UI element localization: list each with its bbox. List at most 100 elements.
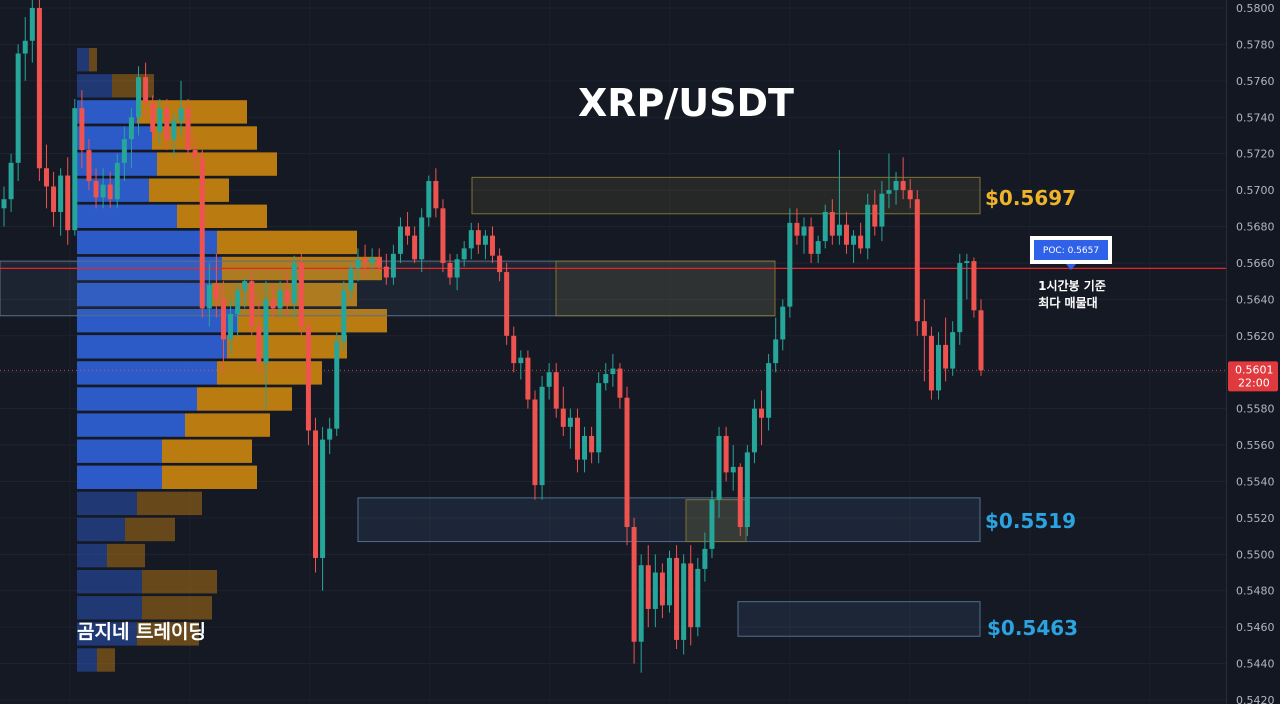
candle-body (383, 266, 389, 278)
candle-body (971, 261, 977, 311)
candle-body (164, 108, 170, 140)
candle-body (440, 208, 446, 263)
volume-profile-buy-bar (77, 413, 185, 437)
y-tick-label: 0.5760 (1236, 75, 1275, 88)
volume-profile-sell-bar (157, 152, 277, 176)
chart-title: XRP/USDT (578, 81, 794, 125)
last-price-tag (1228, 361, 1278, 392)
candle-body (504, 272, 510, 336)
candle-body (546, 372, 552, 387)
candle-body (865, 204, 871, 249)
volume-profile-buy-bar (77, 648, 97, 672)
candle-body (15, 53, 21, 163)
price-axis-panel[interactable] (1226, 0, 1280, 704)
candle-body (957, 262, 963, 333)
volume-profile-buy-bar (77, 543, 107, 568)
volume-profile-sell-bar (97, 648, 115, 672)
candle-body (631, 527, 637, 642)
y-tick-label: 0.5440 (1236, 658, 1275, 671)
candle-body (143, 77, 149, 103)
candle-body (582, 435, 588, 460)
candle-body (369, 257, 375, 263)
candle-body (596, 383, 602, 453)
volume-profile-sell-bar (137, 491, 202, 516)
candle-body (72, 108, 78, 231)
volume-profile-buy-bar (77, 439, 162, 463)
candle-body (815, 241, 821, 254)
candle-body (674, 557, 680, 640)
candle-body (412, 235, 418, 260)
candle-body (220, 299, 226, 340)
candle-body (313, 430, 319, 558)
volume-profile-buy-bar (77, 361, 217, 385)
candle-body (560, 408, 566, 427)
candle-body (539, 386, 545, 486)
candle-body (136, 77, 142, 118)
candle-body (914, 199, 920, 322)
support1-zone (357, 497, 981, 543)
volume-profile-sell-bar (185, 413, 270, 437)
candle-body (574, 417, 580, 460)
candle-body (93, 181, 99, 198)
candle-body (263, 299, 269, 364)
volume-profile-sell-bar (89, 48, 97, 72)
volume-profile-buy-bar (77, 74, 112, 98)
y-tick-label: 0.5520 (1236, 512, 1275, 525)
candle-body (51, 186, 57, 212)
candle-body (589, 435, 595, 453)
candle-body (334, 341, 340, 429)
volume-profile-sell-bar (237, 309, 387, 333)
y-tick-label: 0.5480 (1236, 585, 1275, 598)
candle-body (730, 466, 736, 473)
candle-body (192, 150, 198, 158)
candle-body (305, 326, 311, 431)
candle-body (426, 181, 432, 218)
candle-body (928, 335, 934, 391)
candle-body (751, 408, 757, 453)
candle-body (695, 568, 701, 628)
candle-body (737, 466, 743, 527)
candle-body (79, 108, 85, 151)
candle-body (1, 199, 7, 209)
y-tick-label: 0.5780 (1236, 38, 1275, 51)
candle-body (709, 499, 715, 549)
last-price-time: 22:00 (1238, 376, 1270, 389)
candle-body (327, 428, 333, 440)
candle-body (567, 417, 573, 427)
candle-body (419, 217, 425, 260)
candle-body (893, 181, 899, 191)
volume-profile-sell-bar (162, 439, 252, 463)
volume-profile-buy-bar (77, 204, 177, 228)
candle-body (29, 8, 35, 41)
candle-body (348, 268, 354, 291)
volume-profile-sell-bar (177, 204, 267, 228)
candle-body (242, 281, 248, 291)
candle-body (107, 184, 113, 200)
candle-body (8, 162, 14, 200)
brand-label: 곰지네 트레이딩 (77, 621, 206, 643)
candle-body (759, 408, 765, 418)
y-tick-label: 0.5640 (1236, 293, 1275, 306)
candle-body (666, 557, 672, 606)
candle-body (36, 8, 42, 169)
candle-body (376, 257, 382, 267)
candle-body (532, 399, 538, 486)
candle-body (518, 357, 524, 364)
candle-body (822, 211, 828, 242)
candle-body (270, 299, 276, 309)
volume-profile-buy-bar (77, 230, 217, 255)
volume-profile-sell-bar (107, 543, 145, 568)
volume-profile-buy-bar (77, 622, 137, 646)
volume-profile-sell-bar (149, 178, 229, 202)
candle-body (178, 108, 184, 121)
volume-profile-buy-bar (77, 491, 137, 516)
candle-body (433, 181, 439, 209)
candle-body (43, 168, 49, 187)
candle-body (638, 565, 644, 642)
y-tick-label: 0.5700 (1236, 184, 1275, 197)
candle-body (341, 290, 347, 342)
volume-profile-buy-bar (77, 309, 237, 333)
candle-body (475, 230, 481, 245)
candle-body (659, 572, 665, 606)
y-tick-label: 0.5460 (1236, 621, 1275, 634)
